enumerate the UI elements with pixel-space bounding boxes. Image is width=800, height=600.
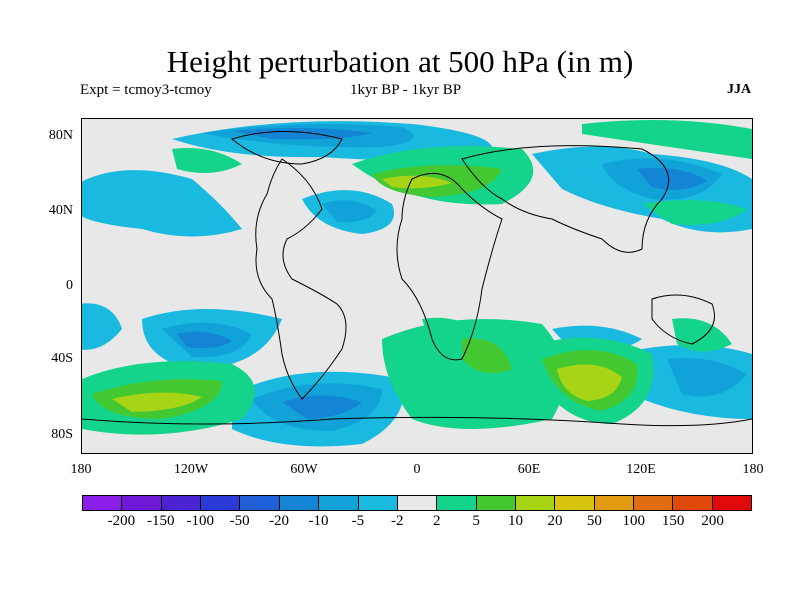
colorbar-swatch <box>712 496 752 510</box>
colorbar-swatch <box>634 496 674 510</box>
colorbar-swatch <box>279 496 320 510</box>
colorbar-swatch <box>594 496 635 510</box>
colorbar-swatch <box>319 496 359 510</box>
y-tick-80s: 80S <box>51 427 73 442</box>
y-tick-40s: 40S <box>51 351 73 366</box>
colorbar-swatch <box>83 496 123 510</box>
experiment-label: Expt = tcmoy3-tcmoy <box>80 82 212 98</box>
colorbar-swatch <box>515 496 556 510</box>
colorbar-label: -10 <box>308 513 329 529</box>
x-tick-120e: 120E <box>626 462 656 477</box>
colorbar-label: -2 <box>391 513 404 529</box>
colorbar <box>82 495 752 511</box>
colorbar-swatch <box>358 496 398 510</box>
x-tick-60e: 60E <box>517 462 541 477</box>
map-svg <box>82 120 752 447</box>
colorbar-label: 5 <box>472 513 480 529</box>
colorbar-label: 2 <box>432 513 441 529</box>
colorbar-label: -100 <box>186 513 214 529</box>
colorbar-swatch <box>673 496 713 510</box>
map-panel <box>81 118 753 454</box>
negative-anomaly-regions <box>82 121 752 447</box>
season-label: JJA <box>727 82 752 97</box>
x-tick-180w: 180 <box>70 462 92 477</box>
colorbar-swatch <box>161 496 202 510</box>
colorbar-label: 50 <box>586 513 602 529</box>
coastlines <box>82 131 752 427</box>
x-tick-0: 0 <box>413 462 421 477</box>
colorbar-swatch <box>437 496 477 510</box>
x-tick-180e: 180 <box>742 462 764 477</box>
colorbar-swatch <box>397 496 438 510</box>
colorbar-label: 20 <box>547 513 563 529</box>
y-tick-0: 0 <box>66 278 73 293</box>
colorbar-label: 200 <box>701 513 724 529</box>
colorbar-swatch <box>201 496 241 510</box>
colorbar-label: 10 <box>508 513 524 529</box>
colorbar-label: -50 <box>229 513 250 529</box>
colorbar-label: -150 <box>147 513 175 529</box>
x-tick-60w: 60W <box>290 462 318 477</box>
colorbar-swatch <box>122 496 162 510</box>
y-tick-40n: 40N <box>48 203 73 218</box>
map-title: Height perturbation at 500 hPa (in m) <box>166 44 634 79</box>
colorbar-label: 150 <box>661 513 685 529</box>
colorbar-label: -5 <box>351 513 365 529</box>
y-tick-80n: 80N <box>48 128 73 143</box>
colorbar-swatch <box>555 496 595 510</box>
positive-anomaly-regions <box>82 120 752 435</box>
x-tick-120w: 120W <box>173 462 209 477</box>
colorbar-label: -200 <box>107 513 136 529</box>
colorbar-swatch <box>240 496 280 510</box>
colorbar-swatch <box>476 496 516 510</box>
colorbar-label: 100 <box>622 513 646 529</box>
colorbar-label: -20 <box>269 513 290 529</box>
period-label: 1kyr BP - 1kyr BP <box>350 82 462 98</box>
